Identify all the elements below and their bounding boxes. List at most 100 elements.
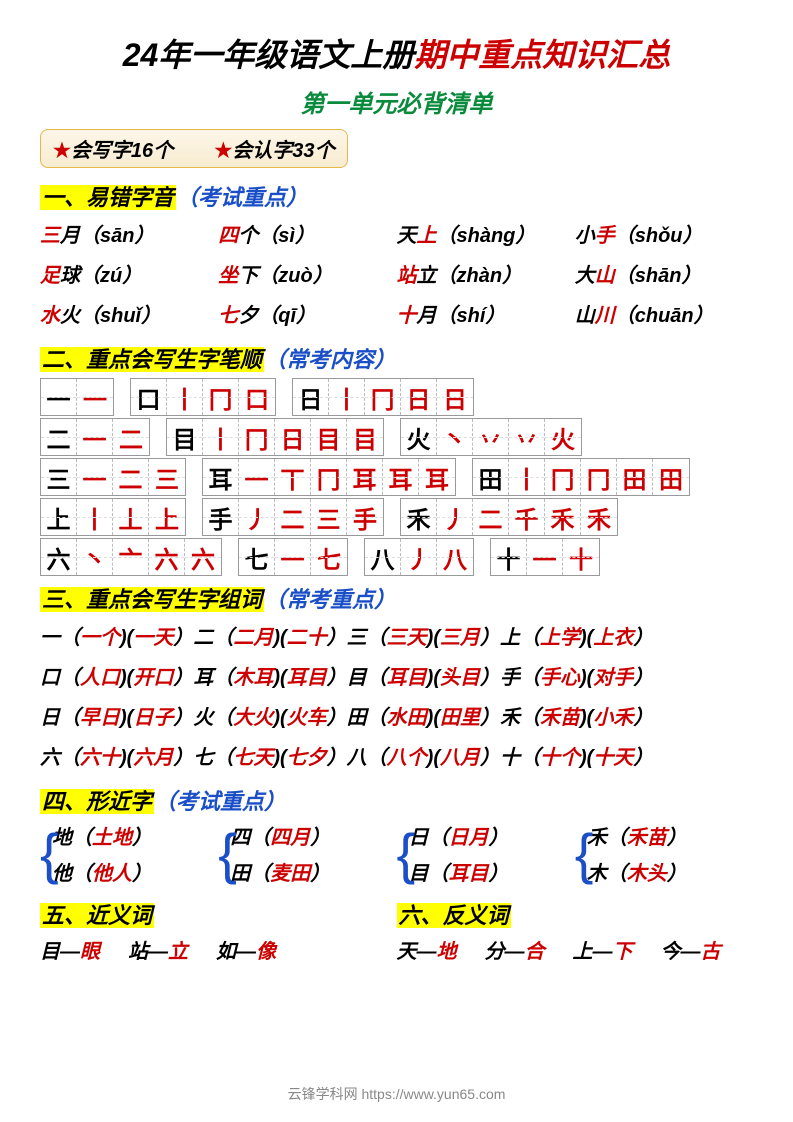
stroke-grid: 上丨丄上: [40, 498, 186, 536]
stroke-step: 禾: [581, 499, 617, 535]
stroke-step: 日: [401, 379, 437, 415]
stroke-step: 冂: [203, 379, 239, 415]
stroke-step: 耳: [419, 459, 455, 495]
stroke-grid: 七一七: [238, 538, 348, 576]
pinyin-item: 大山（shān）: [575, 256, 753, 296]
pinyin-item: 七夕（qī）: [218, 296, 396, 336]
stroke-head-char: 一: [41, 379, 77, 415]
antonym-pair: 上—下: [573, 934, 633, 970]
stroke-grid: 十一十: [490, 538, 600, 576]
combo-line: 口（人口)(开口）耳（木耳)(耳目）目（耳目)(头目）手（手心)(对手）: [40, 658, 753, 698]
stroke-step: 一: [275, 539, 311, 575]
combo-line: 日（早日)(日子）火（大火)(火车）田（水田)(田里）禾（禾苗)(小禾）: [40, 698, 753, 738]
stroke-step: 一: [77, 419, 113, 455]
title-part-black: 24年一年级语文上册: [123, 37, 415, 73]
stroke-step: 丨: [77, 499, 113, 535]
brace-icon: {: [40, 824, 59, 884]
pinyin-item: 坐下（zuò）: [218, 256, 396, 296]
stroke-grid: 八丿八: [364, 538, 474, 576]
pinyin-item: 足球（zú）: [40, 256, 218, 296]
stroke-step: 丷: [509, 419, 545, 455]
stroke-step: 耳: [383, 459, 419, 495]
stroke-step: 一: [239, 459, 275, 495]
stroke-step: 十: [563, 539, 599, 575]
stroke-head-char: 八: [365, 539, 401, 575]
stroke-step: 耳: [347, 459, 383, 495]
brace-icon: {: [218, 824, 237, 884]
section6-header: 六、反义词: [397, 898, 754, 930]
stroke-grid: 手丿二三手: [202, 498, 384, 536]
stroke-step: 上: [149, 499, 185, 535]
stroke-head-char: 三: [41, 459, 77, 495]
section1-title: 一、易错字音: [40, 185, 176, 210]
stroke-step: 日: [437, 379, 473, 415]
stroke-step: 冂: [239, 419, 275, 455]
stroke-step: 丨: [509, 459, 545, 495]
stroke-step: 田: [653, 459, 689, 495]
stroke-step: 田: [617, 459, 653, 495]
stroke-step: 日: [275, 419, 311, 455]
stroke-head-char: 手: [203, 499, 239, 535]
stroke-grid: 目丨冂日目目: [166, 418, 384, 456]
section5-header: 五、近义词: [40, 898, 397, 930]
title-part-red: 期中重点知识汇总: [414, 37, 670, 73]
section4-header: 四、形近字（考试重点）: [40, 784, 753, 816]
stroke-head-char: 田: [473, 459, 509, 495]
stroke-step: 八: [437, 539, 473, 575]
stroke-step: 冂: [545, 459, 581, 495]
stroke-step: 丄: [113, 499, 149, 535]
stroke-step: 六: [149, 539, 185, 575]
stroke-step: 二: [275, 499, 311, 535]
antonym-pair: 天—地: [397, 934, 457, 970]
stroke-step: 口: [239, 379, 275, 415]
stroke-step: 冂: [311, 459, 347, 495]
section4-title: 四、形近字: [40, 789, 154, 814]
section2-header: 二、重点会写生字笔顺（常考内容）: [40, 342, 753, 374]
stroke-step: 千: [509, 499, 545, 535]
sec5-6-wrap: 五、近义词 六、反义词: [40, 892, 753, 934]
badge-box: ★会写字16个 ★会认字33个: [40, 129, 348, 168]
badge-read: 会认字33个: [232, 140, 334, 162]
section2-note: （常考内容）: [264, 347, 396, 372]
stroke-row: 三一二三耳一丅冂耳耳耳田丨冂冂田田: [40, 458, 753, 496]
stroke-row: 二一二目丨冂日目目火丶丷丷火: [40, 418, 753, 456]
stroke-step: 丨: [167, 379, 203, 415]
stroke-grid: 二一二: [40, 418, 150, 456]
badge-write: 会写字16个: [71, 140, 173, 162]
stroke-head-char: 十: [491, 539, 527, 575]
stroke-grid: 田丨冂冂田田: [472, 458, 690, 496]
stroke-grid: 口丨冂口: [130, 378, 276, 416]
stroke-step: 丿: [239, 499, 275, 535]
stroke-step: 禾: [545, 499, 581, 535]
stroke-step: 三: [311, 499, 347, 535]
main-title: 24年一年级语文上册期中重点知识汇总: [40, 30, 753, 76]
section1-note: （考试重点）: [176, 185, 308, 210]
stroke-step: 火: [545, 419, 581, 455]
stroke-step: 六: [185, 539, 221, 575]
stroke-step: 冂: [365, 379, 401, 415]
pinyin-item: 十月（shí）: [397, 296, 575, 336]
stroke-grid: 日丨冂日日: [292, 378, 474, 416]
stroke-step: 丶: [437, 419, 473, 455]
stroke-head-char: 耳: [203, 459, 239, 495]
stroke-head-char: 七: [239, 539, 275, 575]
stroke-step: 丨: [329, 379, 365, 415]
stroke-step: 目: [311, 419, 347, 455]
stroke-grid: 耳一丅冂耳耳耳: [202, 458, 456, 496]
stroke-step: 三: [149, 459, 185, 495]
section4-note: （考试重点）: [154, 789, 286, 814]
stroke-step: 一: [527, 539, 563, 575]
stroke-row: 六丶亠六六七一七八丿八十一十: [40, 538, 753, 576]
combo-line: 一（一个)(一天）二（二月)(二十）三（三天)(三月）上（上学)(上衣）: [40, 618, 753, 658]
pinyin-item: 三月（sān）: [40, 216, 218, 256]
similar-char-row: {地（土地）他（他人）{四（四月）田（麦田）{日（日月）目（耳目）{禾（禾苗）木…: [40, 820, 753, 892]
stroke-step: 丨: [203, 419, 239, 455]
pinyin-item: 山川（chuān）: [575, 296, 753, 336]
stroke-row: 上丨丄上手丿二三手禾丿二千禾禾: [40, 498, 753, 536]
stroke-step: 冂: [581, 459, 617, 495]
pinyin-item: 小手（shǒu）: [575, 216, 753, 256]
footer-text: 云锋学科网 https://www.yun65.com: [0, 1084, 793, 1104]
pinyin-item: 水火（shuǐ）: [40, 296, 218, 336]
stroke-head-char: 上: [41, 499, 77, 535]
stroke-step: 丿: [437, 499, 473, 535]
